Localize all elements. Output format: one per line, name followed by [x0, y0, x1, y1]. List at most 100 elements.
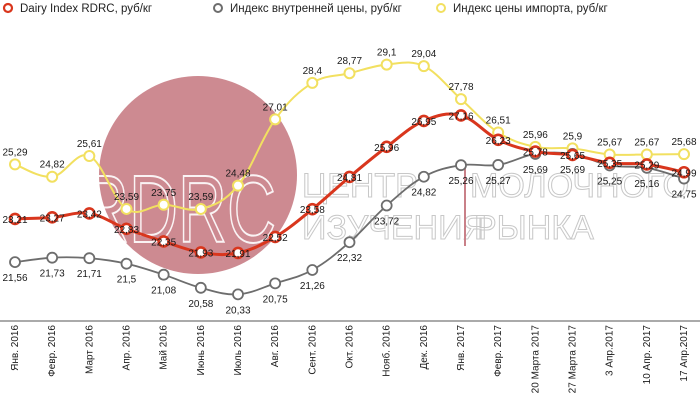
- point-domestic: [46, 251, 59, 264]
- point-domestic: [417, 170, 430, 183]
- point-domestic: [492, 159, 505, 171]
- data-label-domestic: 24,82: [411, 188, 436, 199]
- legend: Dairy Index RDRC, руб/кг Индекс внутренн…: [2, 2, 608, 15]
- point-domestic: [306, 264, 319, 276]
- series-layer: 25,29 24,82 25,61 23,59 23,75 23,59 24,48 27,01…: [2, 48, 696, 317]
- data-label-rdrc: 23,58: [300, 205, 325, 216]
- point-rdrc: [417, 114, 431, 128]
- point-import: [455, 93, 467, 106]
- point-domestic: [380, 199, 393, 212]
- data-label-domestic: 21,26: [300, 281, 325, 292]
- data-label-rdrc: 21,91: [225, 249, 250, 260]
- data-label-domestic: 25,16: [634, 179, 659, 190]
- point-domestic: [455, 159, 467, 172]
- x-tick-label: Окт. 2016: [345, 325, 356, 369]
- x-tick-label: Дек. 2016: [419, 325, 430, 370]
- data-label-import: 25,67: [597, 137, 622, 148]
- data-label-import: 25,68: [671, 137, 696, 148]
- point-domestic: [157, 268, 170, 281]
- x-tick-label: Февр. 2016: [47, 325, 58, 377]
- point-import: [417, 60, 430, 73]
- legend-item-import: Индекс цены импорта, руб/кг: [436, 3, 608, 15]
- x-tick-label: 20 Марта 2017: [530, 325, 541, 394]
- legend-label-rdrc: Dairy Index RDRC, руб/кг: [20, 3, 152, 15]
- point-domestic: [83, 252, 96, 265]
- series-domestic: 21,56 21,73 21,71 21,5 21,08 20,58 20,33 20,75 2…: [2, 148, 697, 316]
- point-import: [83, 150, 96, 163]
- point-rdrc: [380, 140, 393, 154]
- legend-item-domestic: Индекс внутренней цены, руб/кг: [213, 3, 402, 15]
- point-rdrc: [640, 158, 654, 171]
- watermark-circle: [99, 76, 297, 274]
- x-tick-label: 3 Апр.2017: [605, 325, 616, 376]
- data-label-domestic: 20,33: [225, 305, 250, 316]
- x-tick-label: 27 Марта 2017: [568, 325, 579, 394]
- data-label-import: 24,48: [225, 169, 250, 180]
- point-rdrc: [491, 133, 505, 147]
- point-rdrc: [45, 211, 59, 224]
- watermark-logo: RDRC ЦЕНТР МОЛОЧНОГО ИЗУЧЕНИЯ РЫНКА: [79, 76, 690, 274]
- point-rdrc: [603, 156, 616, 170]
- point-rdrc: [231, 246, 245, 260]
- point-rdrc: [8, 212, 22, 226]
- data-label-rdrc: 23,42: [77, 209, 102, 220]
- data-label-import: 25,96: [523, 130, 548, 141]
- point-domestic: [232, 288, 244, 301]
- data-label-rdrc: 27,16: [448, 111, 473, 122]
- data-label-rdrc: 22,35: [151, 237, 176, 248]
- legend-label-domestic: Индекс внутренней цены, руб/кг: [230, 3, 402, 15]
- x-tick-label: Нояб. 2016: [381, 325, 393, 377]
- data-label-rdrc: 24,99: [671, 168, 696, 179]
- data-label-import: 25,61: [77, 139, 102, 150]
- point-domestic: [269, 277, 282, 290]
- data-label-domestic: 21,71: [77, 269, 102, 280]
- point-domestic: [194, 281, 207, 294]
- point-import: [194, 202, 207, 215]
- x-tick-label: Июль 2016: [233, 325, 244, 376]
- point-import: [343, 67, 356, 80]
- data-label-import: 23,59: [114, 192, 139, 203]
- data-label-domestic: 20,75: [263, 294, 288, 305]
- point-import: [678, 148, 690, 161]
- point-rdrc: [566, 148, 579, 162]
- x-tick-label: Февр. 2017: [493, 325, 504, 377]
- data-label-domestic: 23,72: [374, 217, 399, 228]
- data-label-domestic: 20,58: [188, 299, 213, 310]
- point-domestic: [343, 236, 356, 249]
- point-import: [232, 179, 244, 192]
- point-rdrc: [268, 230, 282, 244]
- data-label-domestic: 21,08: [151, 286, 176, 297]
- x-tick-label: Янв. 2017: [456, 325, 467, 371]
- data-label-import: 23,75: [151, 188, 176, 199]
- point-import: [269, 113, 282, 126]
- data-label-rdrc: 26,23: [486, 136, 511, 147]
- point-import: [120, 202, 133, 215]
- x-tick-label: Янв. 2016: [10, 325, 21, 371]
- watermark-line1b: МОЛОЧНОГО: [470, 167, 689, 205]
- data-label-import: 29,1: [377, 48, 397, 59]
- point-rdrc: [529, 145, 542, 158]
- data-label-rdrc: 25,65: [560, 151, 585, 162]
- data-label-rdrc: 24,81: [337, 173, 362, 184]
- x-tick-label: Июнь 2016: [196, 325, 207, 376]
- point-rdrc: [454, 109, 468, 122]
- data-label-import: 25,67: [634, 137, 659, 148]
- data-label-rdrc: 21,93: [188, 248, 213, 259]
- point-import: [157, 198, 170, 211]
- data-label-import: 27,01: [263, 102, 288, 113]
- data-label-rdrc: 22,52: [263, 233, 288, 244]
- point-import: [380, 58, 393, 71]
- legend-marker-domestic: [213, 3, 223, 13]
- data-label-import: 26,51: [486, 115, 511, 126]
- point-rdrc: [83, 207, 96, 220]
- data-label-domestic: 25,26: [448, 176, 473, 187]
- data-label-import: 29,04: [411, 49, 436, 60]
- data-label-domestic: 21,5: [117, 275, 137, 286]
- point-rdrc: [306, 202, 319, 216]
- x-tick-label: Авг. 2016: [270, 325, 281, 368]
- x-tick-label: Март 2016: [84, 325, 95, 374]
- point-import: [46, 170, 59, 183]
- data-label-import: 25,9: [563, 131, 583, 142]
- legend-label-import: Индекс цены импорта, руб/кг: [453, 3, 608, 15]
